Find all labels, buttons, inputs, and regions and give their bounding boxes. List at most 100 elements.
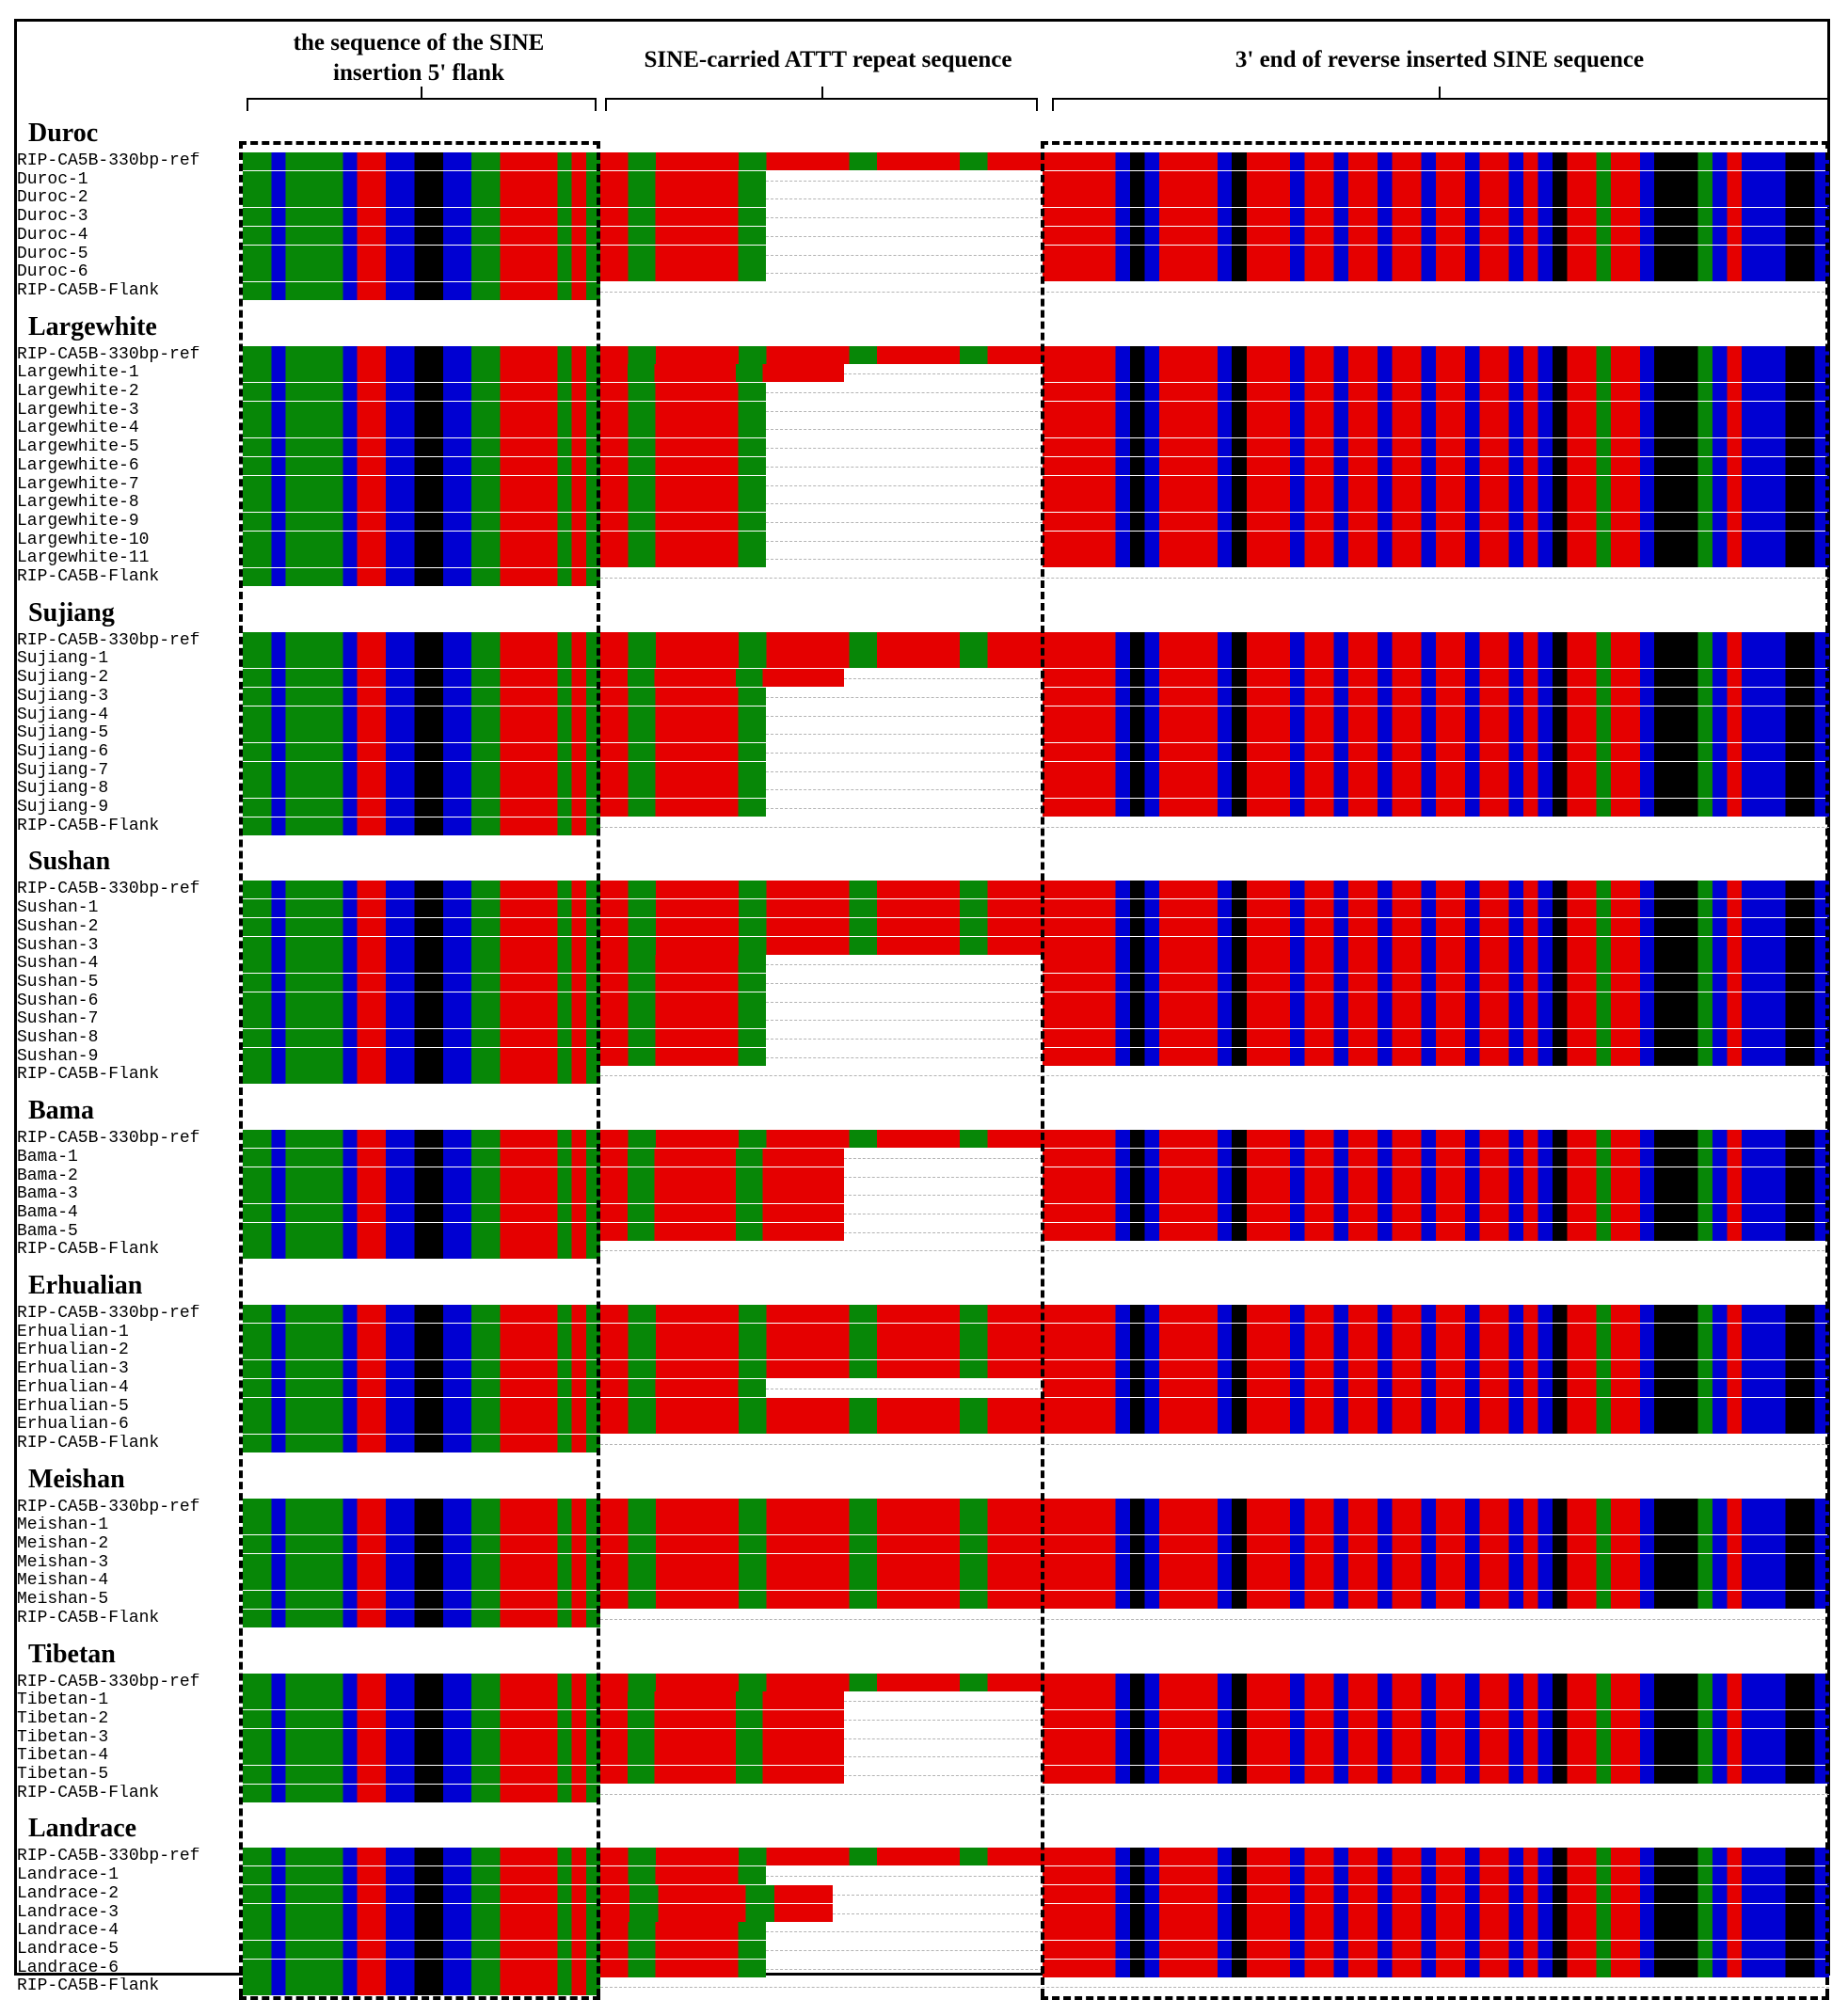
flank-sequence-segment [243, 817, 600, 835]
sequence-label: Sushan-8 [17, 1029, 99, 1047]
alignment-gap [600, 826, 1829, 828]
flank-sequence-segment [243, 549, 600, 568]
sequence-label: Sujiang-5 [17, 724, 109, 743]
sequence-label: Duroc-3 [17, 208, 88, 227]
sine-sequence-segment [1043, 1148, 1829, 1167]
alignment-gap [843, 1756, 1043, 1758]
sine-sequence-segment [1043, 475, 1829, 494]
repeat-sequence-segment [600, 1884, 833, 1903]
alignment-gap [766, 1056, 1043, 1058]
repeat-sequence-segment [600, 456, 767, 475]
flank-sequence-segment [243, 1130, 600, 1149]
sine-sequence-segment [1043, 1572, 1829, 1591]
alignment-gap [766, 559, 1043, 561]
repeat-sequence-segment [600, 1378, 767, 1397]
sequence-label: Sushan-2 [17, 917, 99, 936]
sine-boundary-right [1825, 141, 1829, 1996]
repeat-sequence-segment [600, 1167, 844, 1185]
flank-sequence-segment [243, 383, 600, 401]
repeat-sequence-segment [600, 1222, 844, 1241]
flank-sequence-segment [243, 1185, 600, 1204]
sine-sequence-segment [1043, 364, 1829, 383]
repeat-sequence-segment [600, 1397, 1043, 1416]
flank-sequence-segment [243, 917, 600, 936]
sequence-label: Erhualian-5 [17, 1397, 129, 1416]
alignment-gap [832, 1894, 1043, 1896]
repeat-sequence-segment [600, 1673, 1043, 1691]
flank-box-top [239, 141, 600, 145]
flank-sequence-segment [243, 1323, 600, 1341]
header-sine: 3' end of reverse inserted SINE sequence [1235, 47, 1645, 72]
flank-sequence-segment [243, 687, 600, 706]
alignment-gap [766, 1001, 1043, 1003]
alignment-gap [766, 982, 1043, 984]
sine-sequence-segment [1043, 1728, 1829, 1747]
alignment-gap [766, 392, 1043, 393]
sequence-label: Landrace-1 [17, 1866, 119, 1885]
alignment-gap [600, 291, 1829, 293]
sine-sequence-segment [1043, 152, 1829, 170]
alignment-gap [843, 1719, 1043, 1721]
sequence-label: RIP-CA5B-Flank [17, 1066, 160, 1085]
flank-sequence-segment [243, 1903, 600, 1922]
alignment-gap [766, 808, 1043, 809]
flank-sequence-segment [243, 438, 600, 457]
sine-sequence-segment [1043, 669, 1829, 688]
bracket-flank-tick [421, 87, 422, 100]
flank-sequence-segment [243, 1728, 600, 1747]
repeat-sequence-segment [600, 208, 767, 227]
sequence-label: Sujiang-8 [17, 780, 109, 799]
flank-sequence-segment [243, 189, 600, 208]
sequence-label: Landrace-6 [17, 1959, 119, 1977]
repeat-sequence-segment [600, 1029, 767, 1047]
sequence-label: Largewhite-7 [17, 475, 139, 494]
sine-sequence-segment [1043, 1922, 1829, 1941]
alignment-gap [766, 448, 1043, 450]
alignment-gap [600, 1075, 1829, 1077]
sequence-label: Largewhite-2 [17, 383, 139, 401]
sequence-label: Sujiang-4 [17, 706, 109, 724]
repeat-sequence-segment [600, 401, 767, 420]
sequence-label: Sushan-4 [17, 955, 99, 974]
sine-sequence-segment [1043, 531, 1829, 549]
alignment-gap [766, 521, 1043, 523]
repeat-sequence-segment [600, 761, 767, 780]
sequence-label: Erhualian-2 [17, 1341, 129, 1360]
sequence-label: RIP-CA5B-330bp-ref [17, 1305, 200, 1323]
sequence-label: Sujiang-7 [17, 761, 109, 780]
alignment-gap [843, 373, 1043, 375]
flank-sequence-segment [243, 1416, 600, 1435]
sine-sequence-segment [1043, 438, 1829, 457]
flank-sequence-segment [243, 263, 600, 282]
flank-sequence-segment [243, 724, 600, 743]
breed-title: Tibetan [28, 1639, 116, 1669]
alignment-gap [766, 217, 1043, 219]
sequence-label: RIP-CA5B-Flank [17, 1434, 160, 1452]
repeat-sequence-segment [600, 687, 767, 706]
sequence-label: Sujiang-1 [17, 650, 109, 669]
alignment-gap [766, 789, 1043, 791]
flank-sequence-segment [243, 568, 600, 586]
sine-sequence-segment [1043, 1047, 1829, 1066]
sequence-label: Largewhite-11 [17, 549, 150, 568]
sequence-label: RIP-CA5B-330bp-ref [17, 881, 200, 899]
sequence-label: Duroc-2 [17, 189, 88, 208]
alignment-gap [766, 734, 1043, 736]
sequence-label: RIP-CA5B-330bp-ref [17, 152, 200, 170]
sine-sequence-segment [1043, 1903, 1829, 1922]
sine-sequence-segment [1043, 1959, 1829, 1977]
sine-sequence-segment [1043, 1747, 1829, 1766]
alignment-gap [766, 410, 1043, 412]
alignment-gap [843, 678, 1043, 680]
sine-sequence-segment [1043, 1010, 1829, 1029]
repeat-sequence-segment [600, 263, 767, 282]
repeat-sequence-segment [600, 881, 1043, 899]
flank-sequence-segment [243, 1305, 600, 1323]
sine-sequence-segment [1043, 799, 1829, 817]
sequence-label: Sujiang-6 [17, 742, 109, 761]
breed-title: Erhualian [28, 1271, 143, 1300]
sequence-label: Sushan-7 [17, 1010, 99, 1029]
sine-sequence-segment [1043, 1516, 1829, 1535]
flank-sequence-segment [243, 1784, 600, 1802]
flank-sequence-segment [243, 281, 600, 300]
